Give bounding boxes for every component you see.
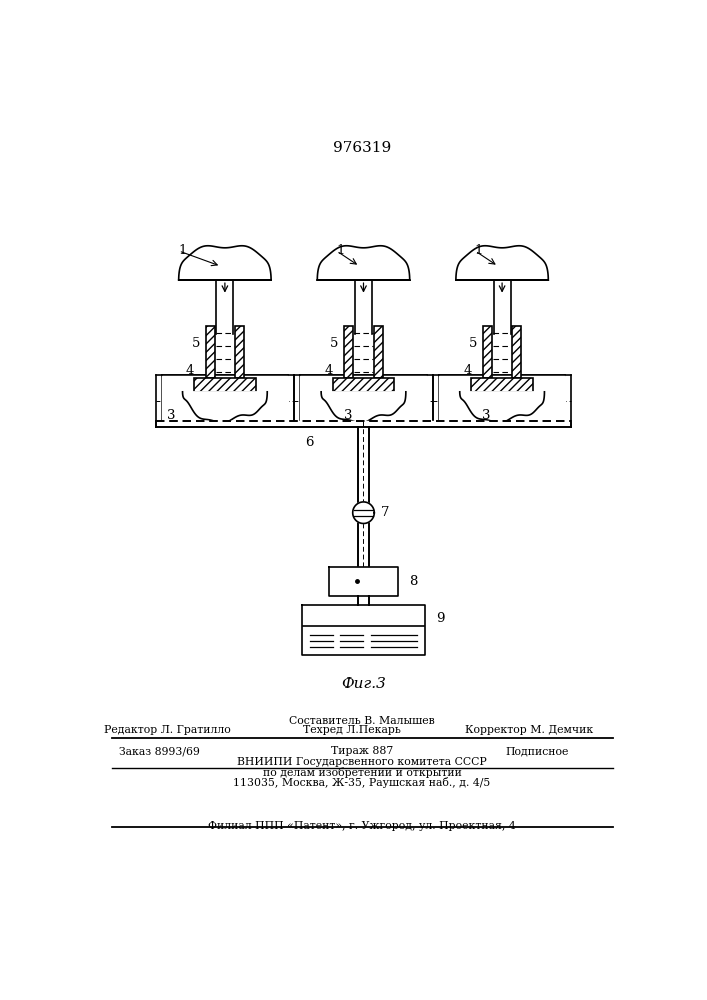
Polygon shape [358, 427, 369, 502]
Text: 1: 1 [475, 244, 483, 257]
Polygon shape [182, 392, 267, 423]
Text: 5: 5 [192, 337, 200, 350]
Text: 1: 1 [178, 244, 187, 257]
Polygon shape [194, 378, 256, 392]
Text: 4: 4 [463, 364, 472, 377]
Text: 5: 5 [330, 337, 339, 350]
Text: Техред Л.Пекарь: Техред Л.Пекарь [303, 725, 401, 735]
Polygon shape [483, 326, 492, 378]
Polygon shape [344, 326, 354, 378]
Polygon shape [333, 378, 395, 392]
Polygon shape [460, 392, 544, 423]
Polygon shape [456, 246, 549, 280]
Polygon shape [358, 523, 369, 567]
Polygon shape [353, 502, 374, 523]
Polygon shape [329, 567, 398, 596]
Text: 6: 6 [305, 436, 314, 449]
Text: 5: 5 [469, 337, 477, 350]
Text: 3: 3 [167, 409, 175, 422]
Text: 8: 8 [409, 575, 418, 588]
Polygon shape [472, 378, 533, 392]
Polygon shape [156, 421, 571, 427]
Text: Заказ 8993/69: Заказ 8993/69 [119, 746, 200, 756]
Text: Фиг.3: Фиг.3 [341, 677, 386, 691]
Polygon shape [512, 326, 521, 378]
Text: Редактор Л. Гратилло: Редактор Л. Гратилло [104, 725, 230, 735]
Text: Корректор М. Демчик: Корректор М. Демчик [465, 725, 593, 735]
Polygon shape [300, 376, 426, 426]
Text: 7: 7 [381, 506, 390, 519]
Polygon shape [302, 605, 425, 655]
Text: Филиал ППП «Патент», г. Ужгород, ул. Проектная, 4: Филиал ППП «Патент», г. Ужгород, ул. Про… [208, 821, 516, 831]
Text: 3: 3 [344, 409, 352, 422]
Polygon shape [355, 280, 372, 334]
Text: 976319: 976319 [333, 141, 391, 155]
Text: 9: 9 [436, 612, 445, 625]
Text: 1: 1 [337, 244, 344, 257]
Text: Тираж 887: Тираж 887 [331, 746, 393, 756]
Polygon shape [235, 326, 244, 378]
Text: 4: 4 [325, 364, 333, 377]
Polygon shape [162, 376, 288, 426]
Polygon shape [493, 280, 510, 334]
Text: ВНИИПИ Государсвенного комитета СССР: ВНИИПИ Государсвенного комитета СССР [237, 757, 487, 767]
Text: Составитель В. Малышев: Составитель В. Малышев [289, 716, 435, 726]
Polygon shape [439, 376, 565, 426]
Polygon shape [216, 280, 233, 334]
Polygon shape [373, 326, 382, 378]
Polygon shape [179, 246, 271, 280]
Text: 113035, Москва, Ж-35, Раушская наб., д. 4/5: 113035, Москва, Ж-35, Раушская наб., д. … [233, 777, 491, 788]
Polygon shape [206, 326, 215, 378]
Text: 4: 4 [186, 364, 194, 377]
Polygon shape [317, 246, 409, 280]
Text: 3: 3 [482, 409, 491, 422]
Text: Подписное: Подписное [505, 746, 568, 756]
Polygon shape [321, 392, 406, 423]
Text: по делам изобретений и открытий: по делам изобретений и открытий [262, 767, 462, 778]
Polygon shape [358, 596, 369, 605]
